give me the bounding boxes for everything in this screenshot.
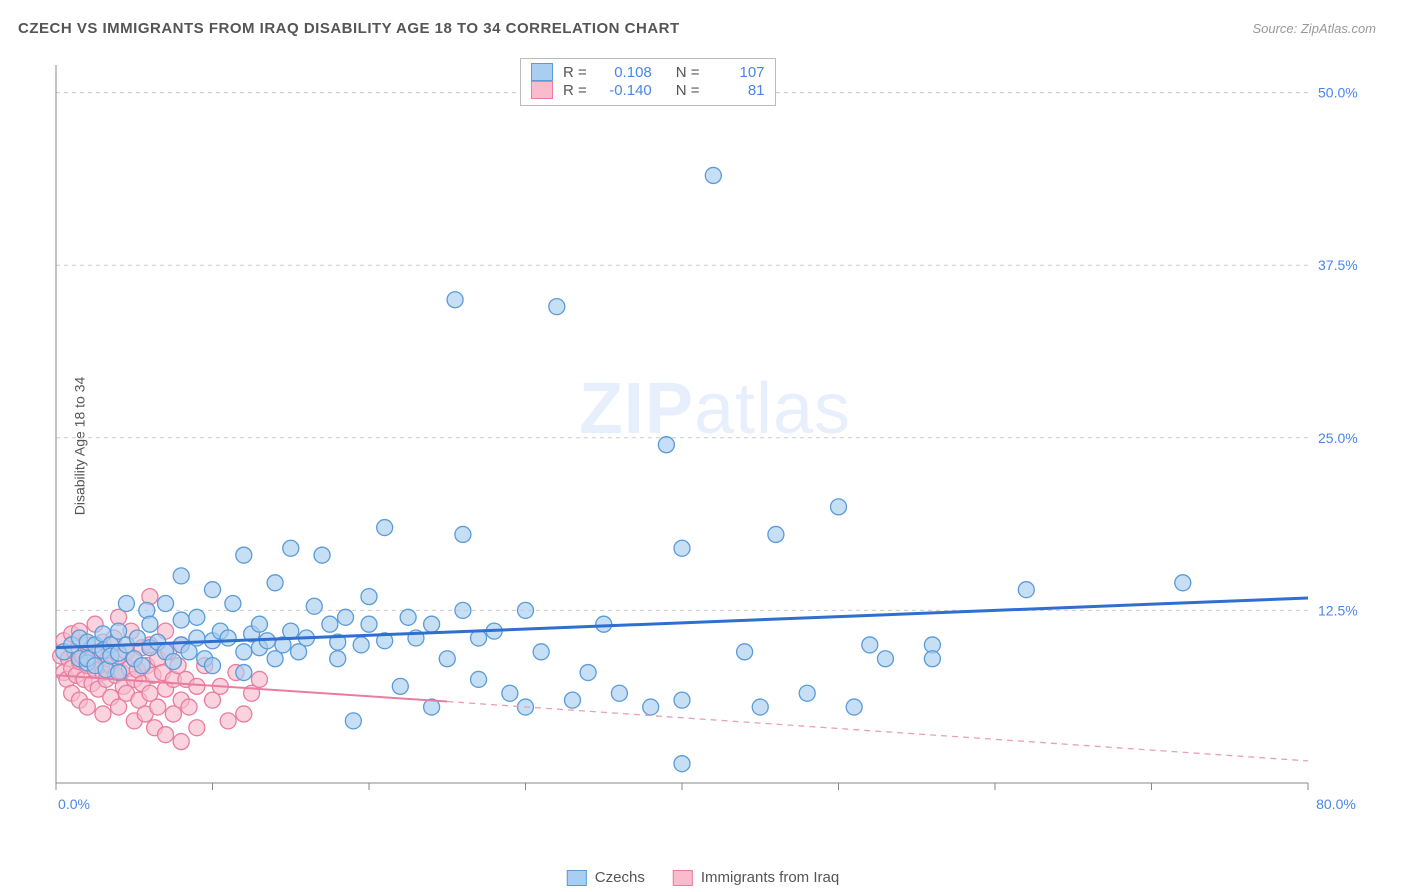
svg-text:12.5%: 12.5% [1318, 602, 1358, 618]
swatch-blue-icon [567, 870, 587, 886]
legend-item-iraq: Immigrants from Iraq [673, 869, 839, 886]
legend-item-czechs: Czechs [567, 869, 645, 886]
scatter-chart: 12.5%25.0%37.5%50.0%0.0%80.0% ZIPatlas [50, 55, 1380, 825]
stats-row-pink: R = -0.140 N = 81 [531, 81, 765, 99]
n-value-pink: 81 [710, 82, 765, 99]
svg-text:80.0%: 80.0% [1316, 796, 1356, 812]
svg-text:50.0%: 50.0% [1318, 85, 1358, 101]
chart-title: CZECH VS IMMIGRANTS FROM IRAQ DISABILITY… [18, 20, 680, 37]
swatch-blue-icon [531, 63, 553, 81]
series-legend: Czechs Immigrants from Iraq [567, 869, 839, 886]
r-value-pink: -0.140 [597, 82, 652, 99]
svg-text:25.0%: 25.0% [1318, 430, 1358, 446]
swatch-pink-icon [531, 81, 553, 99]
n-value-blue: 107 [710, 64, 765, 81]
stats-legend: R = 0.108 N = 107 R = -0.140 N = 81 [520, 58, 776, 106]
r-value-blue: 0.108 [597, 64, 652, 81]
swatch-pink-icon [673, 870, 693, 886]
source-attribution: Source: ZipAtlas.com [1252, 21, 1376, 36]
svg-text:0.0%: 0.0% [58, 796, 90, 812]
stats-row-blue: R = 0.108 N = 107 [531, 63, 765, 81]
svg-text:37.5%: 37.5% [1318, 257, 1358, 273]
